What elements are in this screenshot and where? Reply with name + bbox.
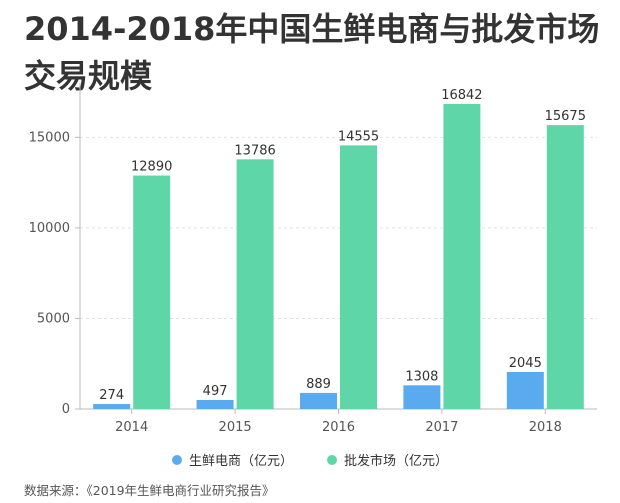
bar-series-1[interactable] [196, 399, 234, 409]
data-label: 13786 [234, 143, 275, 158]
data-label: 16842 [441, 88, 482, 103]
source-note: 数据来源：《2019年生鲜电商行业研究报告》 [24, 483, 275, 498]
data-label: 15675 [545, 109, 586, 124]
data-label: 12890 [131, 160, 172, 175]
legend-swatch-fresh-ecommerce [171, 454, 182, 465]
data-label: 889 [306, 377, 331, 392]
x-tick-label: 2017 [425, 420, 458, 435]
bars [93, 103, 584, 410]
legend-swatch-wholesale-market [327, 454, 337, 465]
legend: 生鲜电商（亿元） 批发市场（亿元） [0, 450, 620, 469]
bar-series-1[interactable] [403, 385, 441, 409]
x-tick-label: 2014 [115, 420, 148, 435]
bar-chart: 0 5000 10000 15000 2014 2015 2016 2017 2018 274 4… [29, 83, 597, 435]
data-label: 14555 [338, 129, 379, 144]
data-label: 2045 [509, 356, 542, 371]
x-tick-label: 2018 [529, 420, 562, 435]
legend-label-fresh-ecommerce: 生鲜电商（亿元） [188, 454, 293, 469]
axes: 0 5000 10000 15000 2014 2015 2016 2017 2018 [29, 83, 597, 435]
bar-series-1[interactable] [300, 392, 337, 409]
bar-series-2[interactable] [133, 175, 171, 409]
data-label: 1308 [405, 369, 438, 384]
y-tick-label: 0 [62, 402, 70, 417]
bar-series-2[interactable] [236, 159, 274, 409]
legend-item-fresh-ecommerce[interactable]: 生鲜电商（亿元） [171, 450, 293, 469]
y-tick-label: 10000 [29, 221, 70, 236]
data-label: 274 [99, 388, 124, 403]
bar-series-2[interactable] [443, 103, 481, 410]
legend-item-wholesale-market[interactable]: 批发市场（亿元） [327, 450, 448, 469]
y-tick-label: 5000 [37, 311, 70, 326]
bar-series-2[interactable] [546, 125, 584, 409]
data-label: 497 [203, 384, 228, 399]
x-tick-label: 2015 [219, 420, 252, 435]
y-tick-label: 15000 [29, 130, 70, 145]
bar-series-2[interactable] [340, 145, 377, 410]
bar-series-1[interactable] [506, 371, 544, 409]
chart-title: 2014-2018年中国生鲜电商与批发市场交易规模 [24, 10, 600, 95]
x-tick-label: 2016 [322, 420, 355, 435]
data-labels: 274 497 889 1308 2045 12890 13786 14555 16842 156… [99, 88, 586, 403]
bar-series-1[interactable] [93, 404, 131, 409]
legend-label-wholesale-market: 批发市场（亿元） [344, 454, 449, 469]
